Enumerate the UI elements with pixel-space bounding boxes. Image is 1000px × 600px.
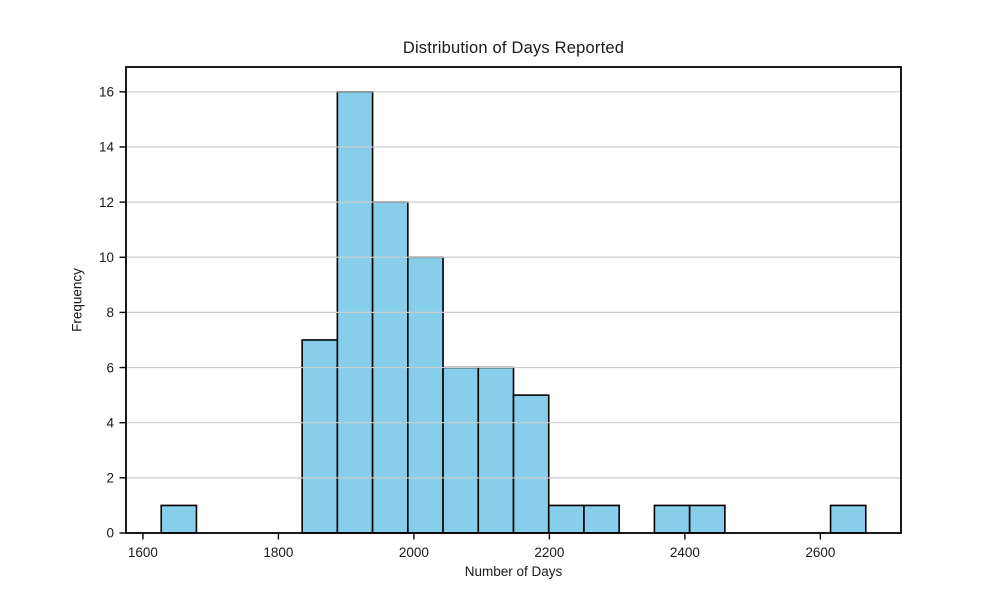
plot-border bbox=[125, 66, 902, 534]
x-tick-label: 1800 bbox=[263, 545, 293, 560]
histogram-bar bbox=[407, 256, 444, 534]
histogram-bar bbox=[583, 504, 620, 534]
histogram-bar bbox=[547, 504, 585, 534]
histogram-bar bbox=[442, 366, 480, 534]
histogram-bar bbox=[653, 504, 691, 534]
histogram-bar bbox=[301, 339, 339, 534]
x-tick-label: 2000 bbox=[399, 545, 429, 560]
y-tick-label: 2 bbox=[106, 471, 114, 486]
histogram-bar bbox=[688, 504, 726, 534]
histogram-bar bbox=[829, 504, 867, 534]
y-tick-label: 0 bbox=[106, 526, 114, 541]
y-tick-label: 14 bbox=[99, 140, 115, 155]
y-tick-label: 12 bbox=[99, 195, 114, 210]
y-tick-label: 8 bbox=[106, 305, 114, 320]
chart-title: Distribution of Days Reported bbox=[402, 39, 625, 57]
histogram-bar bbox=[512, 394, 550, 534]
histogram-bar bbox=[477, 366, 515, 534]
x-tick-label: 1600 bbox=[128, 545, 158, 560]
x-tick-label: 2600 bbox=[805, 545, 835, 560]
x-tick-label: 2200 bbox=[534, 545, 564, 560]
y-tick-label: 10 bbox=[99, 250, 114, 265]
x-axis-label: Number of Days bbox=[464, 564, 563, 579]
x-tick-label: 2400 bbox=[670, 545, 700, 560]
y-tick-label: 6 bbox=[106, 360, 114, 375]
y-tick-label: 16 bbox=[99, 85, 114, 100]
y-tick-label: 4 bbox=[106, 415, 114, 430]
histogram-bar bbox=[160, 504, 198, 534]
